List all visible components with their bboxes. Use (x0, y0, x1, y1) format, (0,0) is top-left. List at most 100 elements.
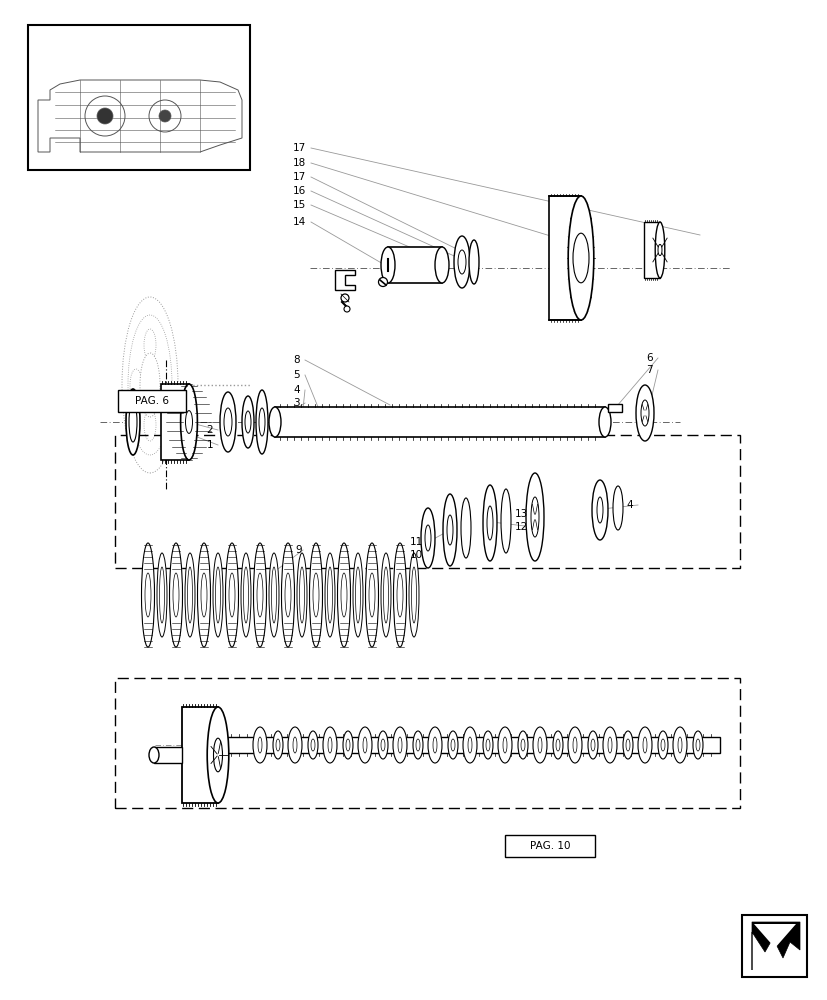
Text: 14: 14 (293, 217, 306, 227)
Ellipse shape (462, 727, 476, 763)
Text: 12: 12 (514, 522, 528, 532)
Ellipse shape (692, 731, 702, 759)
Ellipse shape (500, 489, 510, 553)
Ellipse shape (362, 737, 366, 753)
Ellipse shape (383, 567, 388, 623)
Ellipse shape (299, 567, 304, 623)
Ellipse shape (341, 573, 347, 617)
Ellipse shape (590, 739, 595, 751)
Ellipse shape (612, 486, 622, 530)
Ellipse shape (309, 543, 322, 647)
Ellipse shape (140, 353, 160, 417)
Ellipse shape (122, 297, 178, 473)
Ellipse shape (355, 567, 360, 623)
Ellipse shape (253, 727, 266, 763)
Ellipse shape (180, 384, 197, 460)
Ellipse shape (486, 506, 492, 540)
Ellipse shape (638, 727, 651, 763)
Ellipse shape (281, 543, 294, 647)
Ellipse shape (598, 407, 610, 437)
Bar (548, 196, 581, 320)
Ellipse shape (428, 727, 442, 763)
Bar (741, 915, 806, 977)
Ellipse shape (415, 739, 419, 751)
Bar (504, 835, 595, 857)
Ellipse shape (467, 737, 471, 753)
Ellipse shape (607, 737, 611, 753)
Text: 4: 4 (293, 385, 299, 395)
Ellipse shape (184, 553, 195, 637)
Text: 17: 17 (293, 143, 306, 153)
Ellipse shape (220, 392, 236, 452)
Ellipse shape (173, 573, 179, 617)
Ellipse shape (380, 553, 390, 637)
Ellipse shape (378, 731, 388, 759)
Text: 3: 3 (293, 398, 299, 408)
Ellipse shape (245, 411, 251, 433)
Ellipse shape (141, 543, 155, 647)
Ellipse shape (275, 739, 280, 751)
Ellipse shape (433, 737, 437, 753)
Bar (182, 707, 218, 803)
Ellipse shape (660, 739, 664, 751)
Ellipse shape (145, 573, 151, 617)
Ellipse shape (327, 567, 332, 623)
Bar (160, 384, 189, 460)
Ellipse shape (365, 543, 378, 647)
Ellipse shape (288, 727, 302, 763)
Ellipse shape (346, 739, 350, 751)
Text: 15: 15 (293, 200, 306, 210)
Ellipse shape (325, 553, 335, 637)
Ellipse shape (323, 727, 337, 763)
Ellipse shape (393, 727, 407, 763)
Bar (28, 25, 250, 170)
Ellipse shape (258, 737, 261, 753)
Ellipse shape (533, 727, 547, 763)
Ellipse shape (411, 567, 416, 623)
Text: 18: 18 (293, 158, 306, 168)
Ellipse shape (253, 543, 266, 647)
Ellipse shape (447, 731, 457, 759)
Circle shape (378, 277, 387, 286)
Ellipse shape (213, 738, 222, 772)
Ellipse shape (284, 573, 290, 617)
Bar (115, 678, 739, 808)
Ellipse shape (357, 727, 371, 763)
Ellipse shape (308, 731, 318, 759)
Ellipse shape (654, 222, 664, 278)
Ellipse shape (461, 498, 471, 558)
Text: 6: 6 (646, 353, 653, 363)
Ellipse shape (201, 573, 207, 617)
Ellipse shape (369, 573, 375, 617)
Ellipse shape (657, 731, 667, 759)
Ellipse shape (149, 747, 159, 763)
Ellipse shape (157, 553, 167, 637)
Ellipse shape (396, 573, 403, 617)
Text: 2: 2 (206, 425, 213, 435)
Ellipse shape (696, 739, 699, 751)
Ellipse shape (273, 731, 283, 759)
Bar (118, 390, 186, 412)
Ellipse shape (198, 543, 210, 647)
Ellipse shape (520, 739, 524, 751)
Bar (154, 747, 182, 763)
Ellipse shape (256, 390, 268, 454)
Ellipse shape (271, 567, 276, 623)
Ellipse shape (259, 408, 265, 436)
Bar (115, 435, 739, 568)
Ellipse shape (424, 525, 431, 551)
Ellipse shape (313, 573, 318, 617)
Polygon shape (753, 924, 795, 948)
Ellipse shape (451, 739, 455, 751)
Ellipse shape (128, 315, 172, 455)
Ellipse shape (311, 739, 314, 751)
Ellipse shape (213, 553, 222, 637)
Ellipse shape (530, 497, 538, 537)
Ellipse shape (591, 480, 607, 540)
Ellipse shape (622, 731, 632, 759)
Bar (275, 407, 605, 437)
Text: 8: 8 (293, 355, 299, 365)
Ellipse shape (229, 573, 235, 617)
Ellipse shape (657, 244, 662, 256)
Ellipse shape (170, 543, 182, 647)
